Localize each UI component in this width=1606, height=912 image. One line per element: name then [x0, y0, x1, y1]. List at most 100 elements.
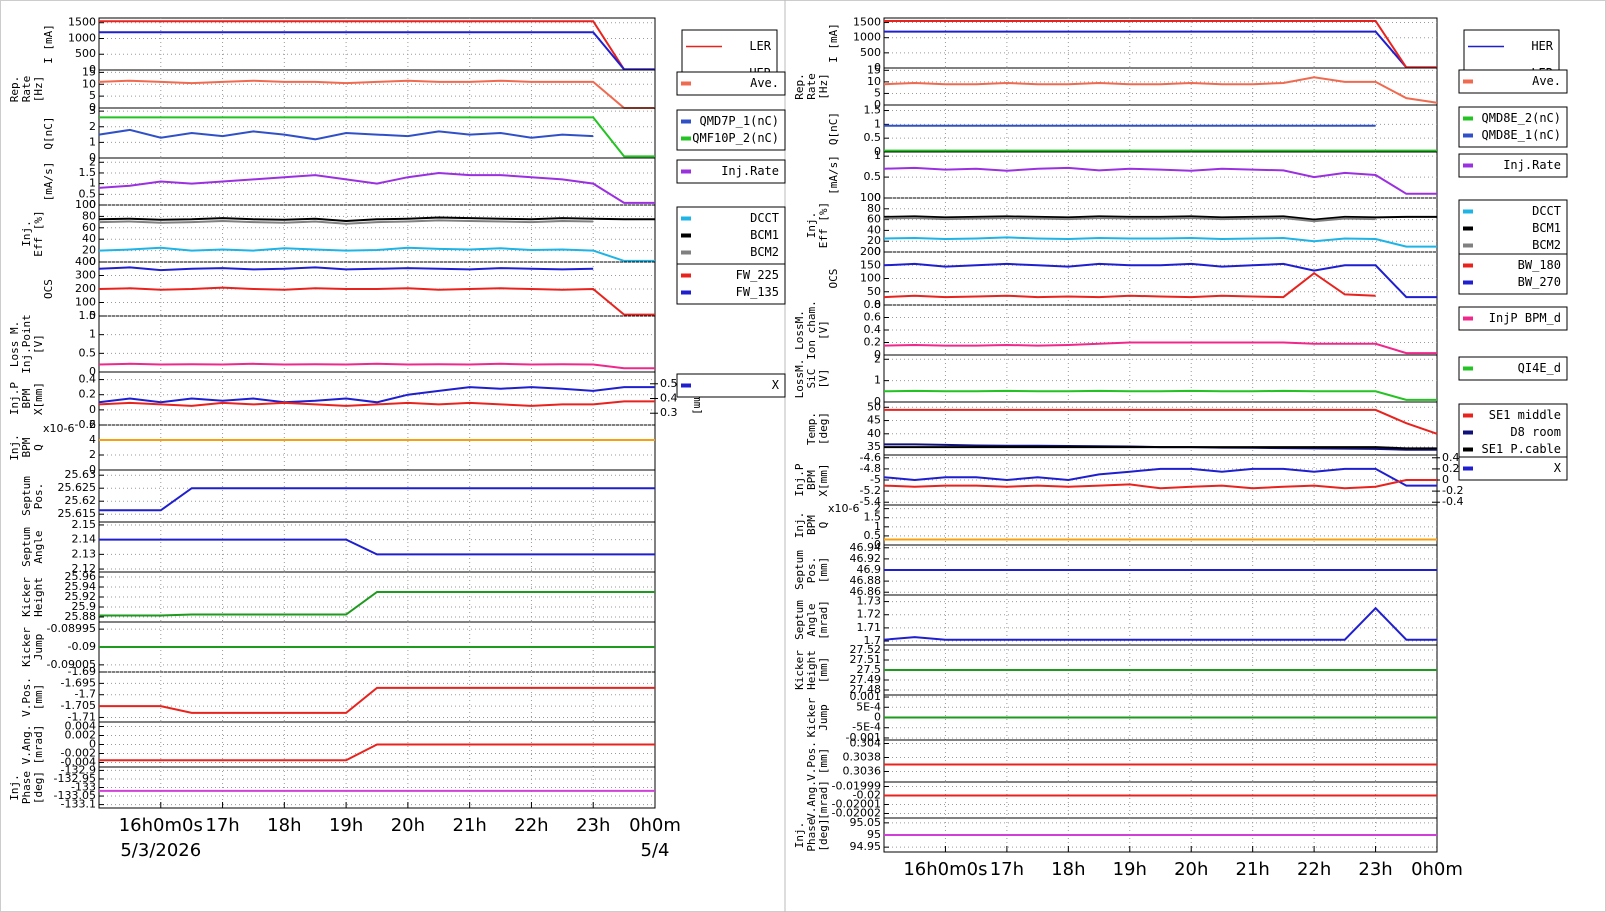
y-tick-label: 3 [89, 104, 96, 117]
y-tick-label: 1 [89, 135, 96, 148]
y-axis-label: LossM. [793, 310, 806, 350]
series-line [884, 446, 1437, 450]
y-axis-label: BPM [805, 515, 818, 535]
series-line [884, 30, 1437, 69]
y-tick-label: 0 [874, 298, 881, 311]
series-line [883, 606, 1437, 641]
y-axis-label: X[mm] [817, 463, 830, 496]
y-tick-label: 1.71 [857, 621, 882, 634]
y-tick-label: 1.5 [864, 511, 882, 524]
y-tick-label: -132.9 [61, 763, 96, 776]
legend-box [1458, 456, 1568, 481]
y-tick-label: 0 [874, 98, 881, 111]
y-axis-label: Height [32, 577, 45, 617]
y-tick-label: 0 [89, 738, 96, 751]
y-tick-label: -1.7 [75, 688, 96, 701]
y-tick-label: 27.49 [850, 673, 882, 686]
y-tick-label: 0 [89, 463, 96, 476]
series-line [99, 487, 655, 512]
y-axis-label: BPM [20, 437, 33, 457]
y-tick-label: 95 [867, 828, 881, 841]
legend-label: LER [749, 39, 771, 53]
y-tick-label: -0.02 [853, 789, 881, 802]
y-tick-label: 0 [89, 255, 96, 268]
y-tick-label: -0.02001 [832, 798, 881, 811]
y-axis-label: V.Pos. [20, 677, 33, 717]
legend-box [676, 109, 786, 151]
y-tick-label: 1.5 [79, 309, 97, 322]
y-tick-label: 80 [82, 209, 96, 222]
y-axis-label: Inj. [20, 220, 33, 247]
legend-label: SE1 P.cable [1482, 442, 1561, 456]
legend-box [1458, 69, 1568, 94]
y-tick-label: -133.1 [61, 798, 96, 811]
y-tick-label: 1 [874, 374, 881, 387]
series-line [99, 686, 655, 714]
y-tick-label: 27.51 [850, 653, 882, 666]
y-tick-label: 0.5 [864, 131, 882, 144]
y-tick-label: 46.86 [850, 585, 882, 598]
y-axis-label: Q [817, 522, 830, 529]
x-tick-label: 0h0m [629, 815, 681, 836]
y-tick-label: 2.15 [72, 518, 97, 531]
y-tick-label: 10 [82, 77, 96, 90]
y-axis-label: Eff [%] [817, 202, 830, 248]
y-tick-label: 2.14 [72, 533, 97, 546]
legend-box [676, 159, 786, 184]
legend-box [676, 263, 786, 305]
series-line [98, 79, 655, 109]
y-tick-label: -4.8 [860, 462, 881, 475]
legend-label: Inj.Rate [721, 164, 779, 178]
y-axis-label: Phase [805, 818, 818, 851]
legend-label: InjP BPM_d [1489, 311, 1561, 325]
legend-label: DCCT [1532, 204, 1561, 218]
legend-label: QMD7P_1(nC) [700, 114, 779, 128]
y-tick-label: 50 [867, 285, 881, 298]
y-axis-label: Inj.P [8, 382, 21, 415]
legend-label: SE1 middle [1489, 408, 1561, 422]
y-tick-label: 1 [89, 177, 96, 190]
y-axis-label: SiC [805, 369, 818, 389]
y-tick-label: 0.304 [850, 737, 882, 750]
y-tick-label: 40 [82, 232, 96, 245]
y-tick-label: 10 [867, 75, 881, 88]
y-axis-label: Q[nC] [42, 116, 55, 149]
y-tick-label: -133.05 [54, 789, 96, 802]
x-tick-label: 21h [453, 815, 487, 836]
y-axis-label: Height [805, 650, 818, 690]
y-tick-label: 60 [82, 221, 96, 234]
y-axis-label: Q [32, 444, 45, 451]
legend-box [676, 71, 786, 96]
y-tick-label: 46.88 [850, 574, 882, 587]
series-line [883, 271, 1376, 299]
axis-annotation: x10-6 [828, 502, 859, 515]
legend-label: Ave. [1532, 74, 1561, 88]
y-tick-label: 25.88 [65, 610, 97, 623]
series-line [98, 286, 655, 316]
legend-label: BCM2 [1532, 238, 1561, 252]
y-axis-label: [mrad] [817, 780, 830, 820]
y2-tick-label: 0.3 [660, 406, 678, 419]
y-axis-label: [deg] [817, 818, 830, 851]
y-tick-label: 0.4 [864, 323, 882, 336]
legend-box [1458, 253, 1568, 295]
y-tick-label: 46.94 [850, 541, 882, 554]
series-line [99, 591, 655, 617]
y-axis-label: [mm] [817, 657, 830, 684]
series-line [98, 362, 655, 370]
y-tick-label: -0.004 [61, 756, 96, 769]
y-axis-label: V.Ang. [20, 725, 33, 765]
legend-label: BCM2 [750, 245, 779, 259]
y-tick-label: 2 [874, 352, 881, 365]
y-tick-label: 400 [75, 255, 96, 268]
y-tick-label: 300 [75, 269, 96, 282]
x-tick-label: 18h [1051, 859, 1085, 880]
series-line [99, 116, 655, 158]
y-tick-label: 500 [75, 47, 96, 60]
y2-tick-label: 0.4 [660, 392, 678, 405]
y-tick-label: 25.92 [65, 590, 97, 603]
legend-label: Inj.Rate [1503, 158, 1561, 172]
y-tick-label: 1.5 [864, 104, 882, 117]
x-tick-label: 22h [1297, 859, 1331, 880]
